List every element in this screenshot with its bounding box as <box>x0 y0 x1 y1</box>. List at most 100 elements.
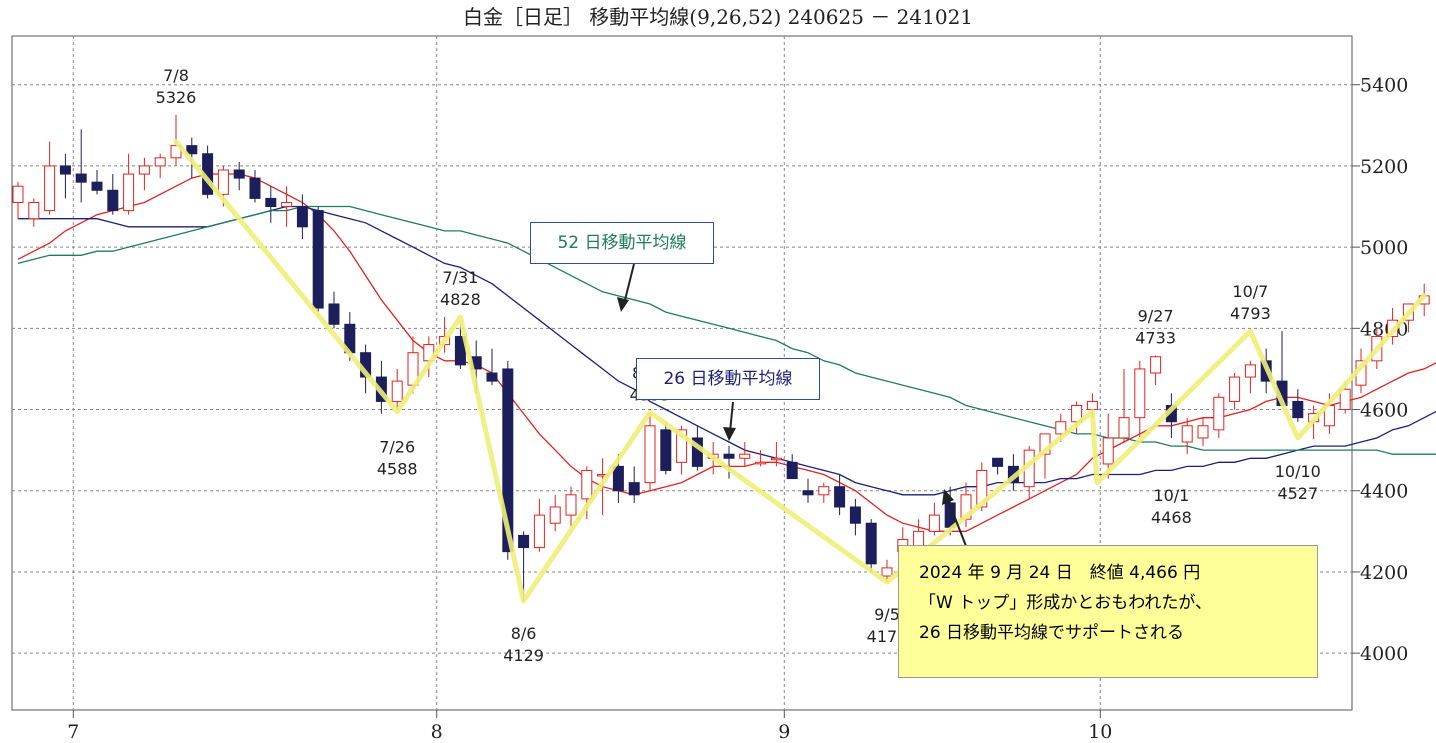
candle-body <box>328 303 340 325</box>
annotation-date: 10/10 <box>1275 462 1321 481</box>
candle-body <box>1086 400 1098 411</box>
candle-body <box>786 461 798 480</box>
candle-body <box>518 534 530 549</box>
ma26-label: 26 日移動平均線 <box>636 358 820 400</box>
candle-body <box>486 372 498 382</box>
candle-body <box>549 506 561 524</box>
y-tick-label: 4200 <box>1360 562 1408 584</box>
candle-body <box>75 173 87 183</box>
callout-line-3: 26 日移動平均線でサポートされる <box>919 623 1185 643</box>
y-tick-label: 4000 <box>1360 643 1408 665</box>
candle-body <box>660 429 672 471</box>
candle-body <box>138 165 150 175</box>
ma52-arrowhead <box>617 297 629 312</box>
callout-box: 2024 年 9 月 24 日 終値 4,466 円 「W トップ」形成かとおも… <box>898 545 1318 678</box>
candle-body <box>612 465 624 492</box>
candle-body <box>217 169 229 195</box>
ma26-arrow <box>729 401 734 433</box>
x-axis-labels: 7 8 9 10 <box>67 710 1112 743</box>
candle-body <box>565 494 577 516</box>
candle-body <box>739 453 751 459</box>
annotation-date: 7/26 <box>379 437 415 456</box>
zigzag-line <box>173 139 1427 604</box>
candle-body <box>1134 368 1146 419</box>
candle-body <box>1339 388 1351 411</box>
annotation-date: 8/6 <box>511 624 537 643</box>
candle-body <box>502 368 514 553</box>
candle-body <box>1118 417 1130 439</box>
candle-body <box>59 165 71 175</box>
x-tick-label: 9 <box>778 721 790 743</box>
callout-line-1: 2024 年 9 月 24 日 終値 4,466 円 <box>919 563 1201 583</box>
candle-body <box>865 522 877 565</box>
candle-body <box>44 165 56 212</box>
annotation-date: 9/27 <box>1138 307 1174 326</box>
candle-body <box>12 185 24 203</box>
candle-body <box>107 189 119 212</box>
candle-body <box>28 201 40 220</box>
annotation-value: 4129 <box>503 646 544 665</box>
ma26-arrowhead <box>723 427 736 441</box>
annotation-value: 4527 <box>1277 484 1318 503</box>
candle-body <box>533 514 545 549</box>
candle-body <box>296 206 308 228</box>
candle-body <box>992 457 1004 467</box>
annotation-value: 5326 <box>156 88 197 107</box>
annotation-value: 4828 <box>440 290 481 309</box>
candle-body <box>1197 425 1209 439</box>
annotation-value: 4793 <box>1230 304 1271 323</box>
candle-body <box>928 514 940 532</box>
annotation-value: 4733 <box>1135 329 1176 348</box>
annotation-value: 4175 <box>867 627 908 646</box>
candle-body <box>976 469 988 508</box>
candle-body <box>723 453 735 459</box>
candle-body <box>770 457 782 461</box>
annotation-date: 7/31 <box>442 268 478 287</box>
candle-body <box>1055 421 1067 435</box>
chart-title: 白金［日足］ 移動平均線(9,26,52) 240625 － 241021 <box>463 5 973 29</box>
candle-body <box>154 157 166 167</box>
candle-body <box>281 201 293 208</box>
price-annotations: 7/853267/2645887/3148288/641298/1645939/… <box>156 66 1321 665</box>
candle-body <box>1244 364 1256 378</box>
candle-body <box>1181 425 1193 443</box>
candle-body <box>676 429 688 463</box>
candle-body <box>818 486 830 496</box>
ma52-label: 52 日移動平均線 <box>530 222 714 264</box>
annotation-arrows <box>617 263 967 547</box>
y-tick-label: 5200 <box>1360 156 1408 178</box>
candle-body <box>170 145 182 159</box>
candle-body <box>186 145 198 155</box>
candle-body <box>265 197 277 208</box>
candle-body <box>1229 376 1241 402</box>
annotation-date: 10/7 <box>1232 282 1268 301</box>
ma-26-line <box>18 205 1436 496</box>
y-tick-label: 5000 <box>1360 237 1408 259</box>
candle-body <box>834 486 846 508</box>
candle-body <box>755 461 767 465</box>
y-tick-label: 4400 <box>1360 481 1408 503</box>
candle-body <box>233 169 245 179</box>
annotation-date: 9/5 <box>874 605 900 624</box>
zigzag-trend-line <box>173 139 1427 604</box>
annotation-value: 4468 <box>1151 508 1192 527</box>
candle-body <box>644 425 656 484</box>
moving-average-lines <box>17 173 1436 532</box>
candle-body <box>1292 400 1304 419</box>
candle-body <box>581 469 593 500</box>
callout-line-2: 「W トップ」形成かとおもわれたが、 <box>919 593 1213 613</box>
annotation-date: 10/1 <box>1153 486 1189 505</box>
x-tick-label: 10 <box>1088 721 1112 743</box>
ma52-arrow <box>623 263 635 305</box>
candle-body <box>312 210 324 309</box>
candle-body <box>1102 437 1114 465</box>
annotation-date: 7/8 <box>163 66 189 85</box>
candle-body <box>123 173 135 212</box>
x-tick-label: 8 <box>431 721 443 743</box>
candle-body <box>249 177 261 199</box>
x-tick-label: 7 <box>67 721 79 743</box>
candle-body <box>881 567 893 577</box>
callout-arrowhead <box>942 489 954 505</box>
